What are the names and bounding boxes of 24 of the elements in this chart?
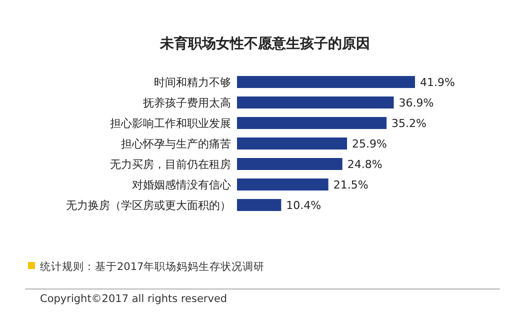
text: 统计规则：基于2017年职场妈妈生存状况调研 bbox=[40, 260, 265, 273]
data-label: 36.9% bbox=[398, 96, 434, 110]
bar bbox=[237, 178, 328, 190]
text: Copyright©2017 all rights reserved bbox=[40, 293, 228, 305]
data-label: 41.9% bbox=[420, 76, 455, 89]
data-label: 35.2% bbox=[392, 117, 426, 130]
data-label: 21.5% bbox=[333, 178, 368, 192]
y-tick-label: 时间和精力不够 bbox=[154, 76, 231, 89]
bar bbox=[237, 158, 342, 170]
y-tick-label: 无力换房（学区房或更大面积的） bbox=[66, 199, 231, 212]
data-label: 24.8% bbox=[347, 158, 382, 171]
bar bbox=[237, 96, 394, 108]
bar bbox=[237, 76, 415, 88]
y-tick-label: 担心影响工作和职业发展 bbox=[110, 117, 231, 130]
chart-title: 未育职场女性不愿意生孩子的原因 bbox=[159, 35, 370, 52]
y-tick-label: 对婚姻感情没有信心 bbox=[132, 178, 231, 192]
bar bbox=[237, 117, 387, 129]
y-tick-label: 抚养孩子费用太高 bbox=[142, 96, 231, 110]
data-label: 10.4% bbox=[286, 199, 322, 212]
y-tick-label: 无力买房，目前仍在租房 bbox=[110, 158, 231, 171]
bar bbox=[237, 138, 348, 150]
data-label: 25.9% bbox=[352, 138, 387, 150]
bar bbox=[237, 199, 282, 211]
y-tick-label: 担心怀孕与生产的痛苦 bbox=[121, 138, 231, 150]
